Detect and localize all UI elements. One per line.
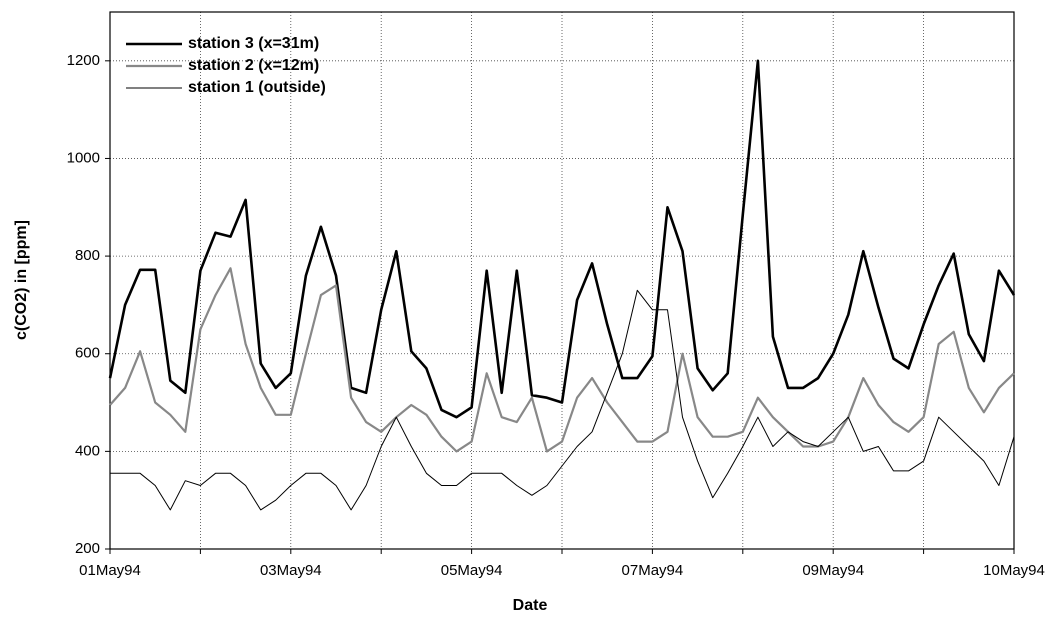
x-axis-label: Date (513, 597, 548, 614)
y-tick-label: 1200 (67, 52, 100, 69)
x-tick-label: 09May94 (802, 562, 864, 579)
series-line (108, 59, 1016, 419)
y-tick-label: 200 (75, 540, 100, 557)
plot-frame (109, 11, 1015, 550)
x-tick-label: 05May94 (441, 562, 503, 579)
legend-label: station 1 (outside) (188, 79, 326, 96)
y-axis-label: c(CO2) in [ppm] (13, 220, 30, 340)
y-tick-label: 800 (75, 247, 100, 264)
legend-label: station 2 (x=12m) (188, 57, 319, 74)
x-tick-label: 10May94 (983, 562, 1045, 579)
y-tick-label: 600 (75, 345, 100, 362)
x-tick-label: 03May94 (260, 562, 322, 579)
series-line (109, 267, 1015, 453)
y-tick-label: 400 (75, 442, 100, 459)
y-tick-label: 1000 (67, 149, 100, 166)
x-tick-label: 07May94 (622, 562, 684, 579)
x-tick-label: 01May94 (79, 562, 141, 579)
legend-label: station 3 (x=31m) (188, 35, 319, 52)
series-line (110, 289, 1015, 511)
